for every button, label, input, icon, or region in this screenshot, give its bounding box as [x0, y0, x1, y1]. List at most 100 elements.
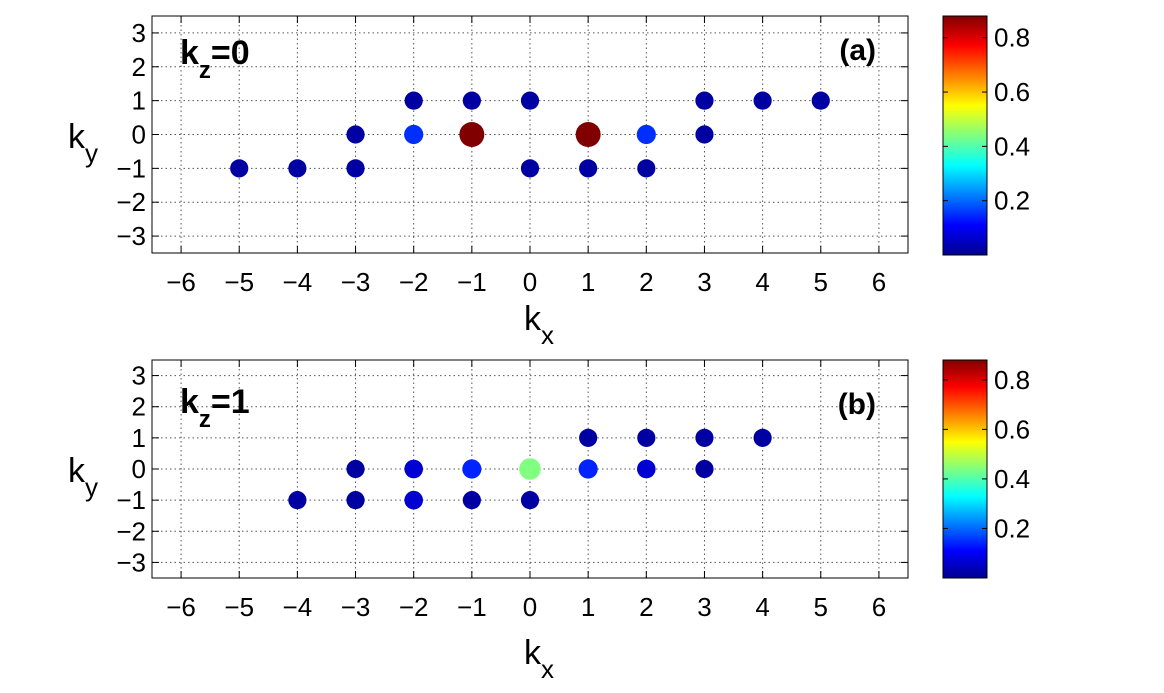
y-tick-label: −1 — [116, 153, 146, 183]
data-point — [579, 159, 598, 178]
x-tick-label: 3 — [697, 592, 711, 622]
data-point — [462, 91, 481, 110]
x-tick-label: 6 — [872, 592, 886, 622]
x-tick-label: 3 — [697, 267, 711, 297]
kz-label: kz=0 — [180, 34, 250, 84]
data-point — [230, 159, 249, 178]
data-point — [695, 459, 714, 479]
x-tick-label: 5 — [814, 592, 828, 622]
y-tick-label: −1 — [116, 485, 146, 515]
x-tick-label: 5 — [814, 267, 828, 297]
y-tick-label: 1 — [132, 86, 146, 116]
data-point — [288, 159, 307, 178]
x-tick-label: 0 — [523, 592, 537, 622]
x-tick-label: −2 — [399, 592, 429, 622]
y-tick-label: 0 — [132, 454, 146, 484]
x-tick-label: 6 — [872, 267, 886, 297]
colorbar: 0.2 0.4 0.6 0.8 — [942, 15, 1030, 256]
colorbar-tick-label: 0.4 — [994, 131, 1030, 161]
data-point — [637, 159, 656, 178]
tick-marks — [152, 360, 908, 578]
kz-label: kz=1 — [180, 383, 250, 433]
data-point — [346, 125, 365, 144]
data-point — [462, 459, 482, 479]
data-point — [637, 428, 656, 447]
x-tick-label: −1 — [457, 592, 487, 622]
data-point — [578, 459, 598, 479]
x-tick-label: 1 — [581, 592, 595, 622]
data-point — [346, 459, 365, 479]
y-tick-label: −3 — [116, 547, 146, 577]
data-point — [404, 490, 423, 510]
x-tick-label: −1 — [457, 267, 487, 297]
colorbar: 0.2 0.4 0.6 0.8 — [942, 359, 1030, 579]
panel-label: (a) — [839, 34, 876, 67]
x-tick-label: 4 — [755, 592, 769, 622]
colorbar-tick-label: 0.6 — [994, 414, 1030, 444]
x-tick-labels: −6 −5 −4 −3 −2 −1 0 1 2 3 4 5 6 — [166, 267, 886, 297]
x-tick-labels: −6 −5 −4 −3 −2 −1 0 1 2 3 4 5 6 — [166, 592, 886, 622]
x-tick-label: −6 — [166, 592, 196, 622]
x-tick-label: 2 — [639, 592, 653, 622]
x-tick-label: −5 — [224, 592, 254, 622]
data-point — [462, 491, 481, 510]
data-point — [636, 124, 656, 145]
data-point — [404, 91, 423, 110]
colorbar-gradient — [942, 359, 988, 579]
data-point — [811, 91, 830, 110]
x-tick-label: −3 — [341, 267, 371, 297]
colorbar-tick-label: 0.2 — [994, 513, 1030, 543]
data-point — [459, 122, 485, 147]
data-point — [346, 159, 365, 178]
data-point — [288, 491, 307, 510]
colorbar-ticks: 0.2 0.4 0.6 0.8 — [943, 365, 1030, 543]
y-axis-label: ky — [68, 452, 98, 502]
x-tick-label: 2 — [639, 267, 653, 297]
data-point — [637, 459, 656, 479]
x-tick-label: −3 — [341, 592, 371, 622]
x-tick-label: 1 — [581, 267, 595, 297]
data-point — [346, 491, 365, 510]
y-axis-label: ky — [68, 118, 98, 168]
x-axis-label: kx — [524, 634, 554, 684]
colorbar-tick-label: 0.6 — [994, 77, 1030, 107]
x-tick-label: −6 — [166, 267, 196, 297]
data-point — [404, 459, 423, 479]
y-tick-label: 3 — [132, 361, 146, 391]
data-point — [753, 91, 772, 110]
data-point — [519, 458, 541, 480]
data-point — [520, 491, 540, 510]
data-point — [695, 428, 714, 447]
colorbar-gradient — [942, 15, 988, 256]
y-tick-label: 3 — [132, 18, 146, 48]
data-point — [520, 91, 540, 110]
y-tick-label: 0 — [132, 120, 146, 150]
data-points — [230, 91, 830, 178]
x-tick-label: −2 — [399, 267, 429, 297]
data-point — [753, 428, 772, 447]
colorbar-tick-label: 0.4 — [994, 464, 1030, 494]
y-tick-label: 1 — [132, 423, 146, 453]
x-tick-label: −4 — [283, 592, 313, 622]
x-tick-label: −5 — [224, 267, 254, 297]
y-tick-label: 2 — [132, 52, 146, 82]
x-tick-label: 0 — [523, 267, 537, 297]
tick-marks — [152, 16, 908, 253]
colorbar-tick-label: 0.8 — [994, 23, 1030, 53]
y-tick-label: −2 — [116, 187, 146, 217]
data-point — [404, 124, 424, 145]
y-tick-label: −2 — [116, 516, 146, 546]
data-point — [695, 125, 714, 144]
data-points — [288, 428, 772, 510]
colorbar-tick-label: 0.8 — [994, 365, 1030, 395]
colorbar-ticks: 0.2 0.4 0.6 0.8 — [943, 23, 1030, 216]
panel-label: (b) — [838, 388, 876, 421]
colorbar-tick-label: 0.2 — [994, 186, 1030, 216]
data-point — [520, 159, 540, 178]
x-tick-label: −4 — [283, 267, 313, 297]
